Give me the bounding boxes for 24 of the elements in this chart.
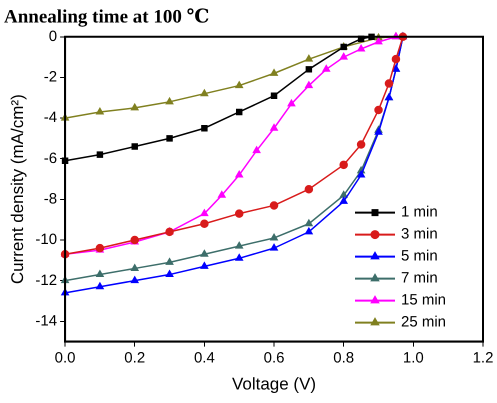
y-tick-label: 0: [48, 28, 58, 45]
legend-label: 5 min: [401, 248, 438, 265]
y-tick-label: -14: [35, 312, 58, 330]
legend-label: 7 min: [401, 270, 438, 287]
x-axis-title: Voltage (V): [232, 374, 316, 394]
x-tick-label: 1.2: [472, 350, 494, 367]
y-tick-label: -8: [44, 190, 58, 208]
x-tick-label: 0.2: [124, 350, 146, 367]
y-tick-label: -6: [44, 150, 58, 167]
x-tick-label: 0.8: [333, 350, 354, 367]
y-axis-title: Current density (mA/cm²): [8, 94, 27, 284]
legend-label: 1 min: [401, 204, 438, 221]
x-tick-label: 0.0: [54, 350, 76, 367]
y-tick-label: -2: [44, 68, 58, 86]
legend-label: 15 min: [401, 292, 446, 309]
x-tick-label: 0.6: [264, 350, 284, 367]
chart-title: Annealing time at 100 ℃: [4, 6, 210, 28]
legend-label: 25 min: [401, 314, 446, 331]
y-tick-label: -4: [44, 109, 58, 126]
y-tick-label: -10: [35, 231, 58, 248]
x-tick-label: 0.4: [194, 350, 215, 367]
y-tick-label: -12: [35, 272, 58, 289]
legend-label: 3 min: [401, 226, 438, 243]
x-tick-label: 1.0: [402, 350, 424, 367]
